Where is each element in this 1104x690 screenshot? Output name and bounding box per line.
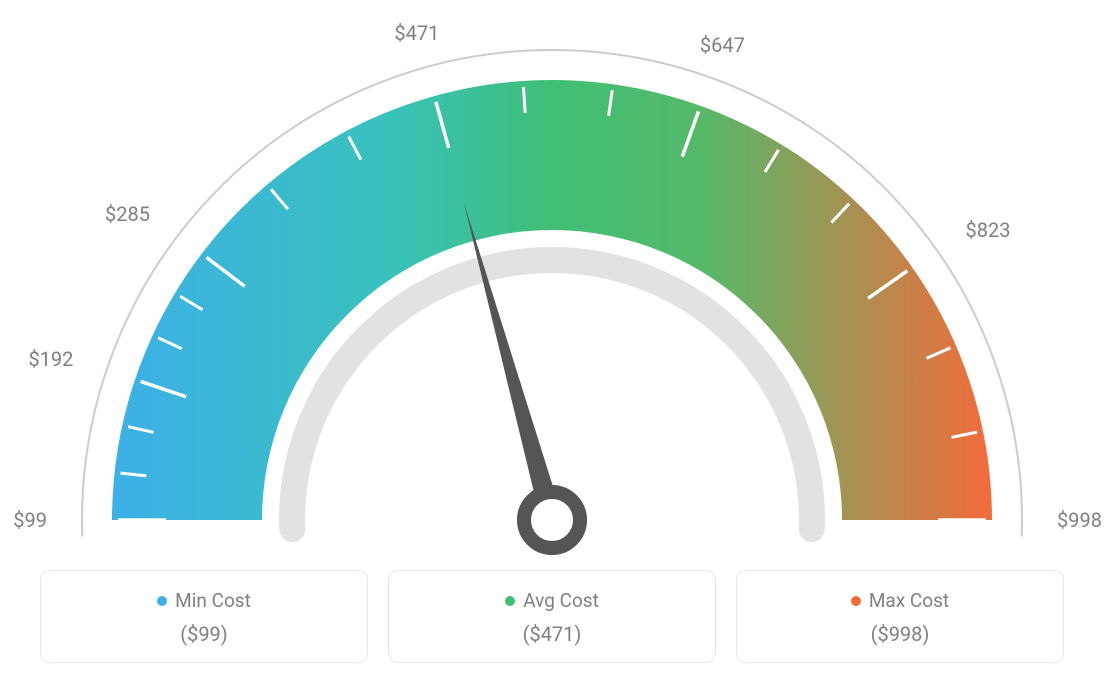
- gauge-tick-label: $285: [105, 202, 150, 226]
- gauge-tick-label: $823: [965, 218, 1010, 242]
- card-header: Min Cost: [51, 589, 357, 612]
- gauge-tick-label: $647: [700, 33, 745, 57]
- gauge-tick-label: $998: [1057, 508, 1102, 532]
- max-cost-card: Max Cost ($998): [736, 570, 1064, 663]
- gauge-svg: [0, 0, 1104, 560]
- max-cost-label: Max Cost: [869, 589, 949, 612]
- card-header: Avg Cost: [399, 589, 705, 612]
- max-dot: [851, 596, 861, 606]
- gauge-chart: $99 $192 $285 $471 $647 $823 $998: [0, 0, 1104, 560]
- min-cost-card: Min Cost ($99): [40, 570, 368, 663]
- min-cost-label: Min Cost: [175, 589, 251, 612]
- gauge-tick-label: $99: [13, 508, 47, 532]
- cost-cards-row: Min Cost ($99) Avg Cost ($471) Max Cost …: [0, 570, 1104, 663]
- card-header: Max Cost: [747, 589, 1053, 612]
- avg-cost-card: Avg Cost ($471): [388, 570, 716, 663]
- gauge-tick-label: $192: [28, 347, 73, 371]
- gauge-tick-label: $471: [394, 21, 439, 45]
- min-cost-value: ($99): [51, 622, 357, 646]
- avg-cost-label: Avg Cost: [523, 589, 599, 612]
- min-dot: [157, 596, 167, 606]
- max-cost-value: ($998): [747, 622, 1053, 646]
- avg-dot: [505, 596, 515, 606]
- avg-cost-value: ($471): [399, 622, 705, 646]
